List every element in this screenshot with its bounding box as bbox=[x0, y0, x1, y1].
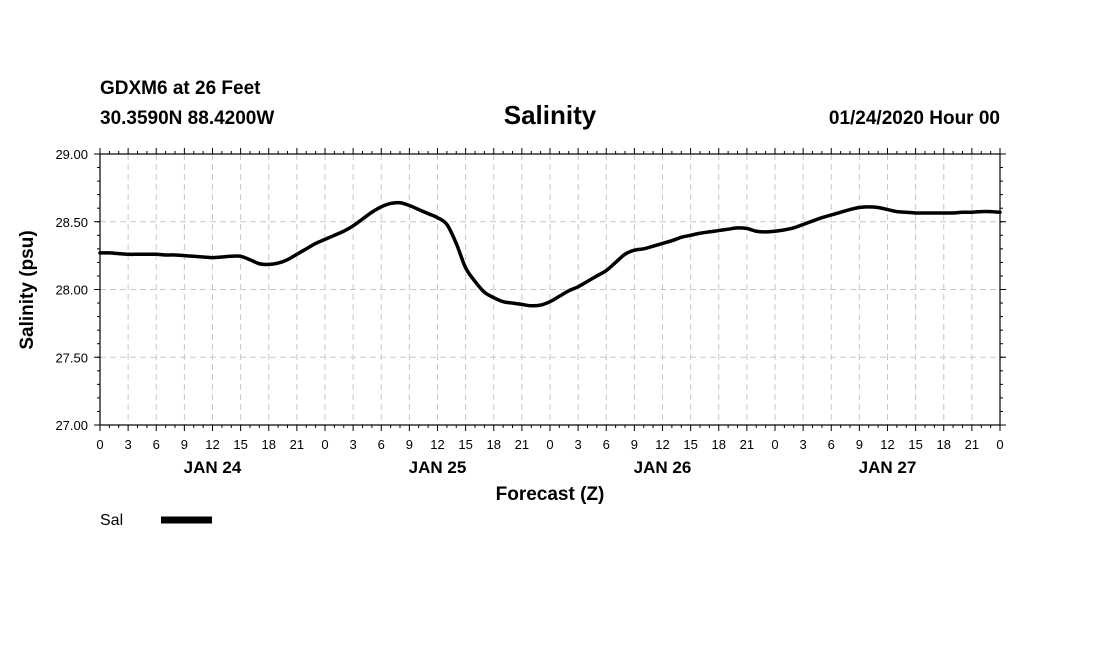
x-tick-label: 21 bbox=[515, 437, 529, 452]
x-tick-label: 3 bbox=[125, 437, 132, 452]
y-tick-label: 27.00 bbox=[55, 418, 88, 433]
x-tick-label: 9 bbox=[406, 437, 413, 452]
x-tick-label: 12 bbox=[880, 437, 894, 452]
legend-label: Sal bbox=[100, 512, 123, 529]
x-tick-label: 0 bbox=[546, 437, 553, 452]
x-tick-label: 21 bbox=[965, 437, 979, 452]
x-tick-label: 12 bbox=[430, 437, 444, 452]
x-tick-label: 6 bbox=[603, 437, 610, 452]
x-tick-labels: 0 3 6 9 12 15 18 21 0 3 6 9 12 15 18 21 0 3 6 9 12 15 18 21 0 3 6 9… bbox=[96, 437, 1003, 452]
x-tick-label: 18 bbox=[262, 437, 276, 452]
x-tick-label: 21 bbox=[290, 437, 304, 452]
y-tick-label: 27.50 bbox=[55, 350, 88, 365]
x-tick-label: 12 bbox=[655, 437, 669, 452]
salinity-series-line bbox=[98, 200, 1002, 308]
x-tick-label: 6 bbox=[153, 437, 160, 452]
axis-ticks bbox=[94, 148, 1006, 431]
x-tick-label: 3 bbox=[350, 437, 357, 452]
x-tick-label: 9 bbox=[856, 437, 863, 452]
x-tick-label: 12 bbox=[205, 437, 219, 452]
x-tick-label: 18 bbox=[487, 437, 501, 452]
x-tick-label: 6 bbox=[378, 437, 385, 452]
x-tick-label: 6 bbox=[828, 437, 835, 452]
x-tick-label: 18 bbox=[937, 437, 951, 452]
station-label: GDXM6 at 26 Feet bbox=[100, 78, 261, 99]
y-tick-label: 29.00 bbox=[55, 147, 88, 162]
x-tick-label: 15 bbox=[683, 437, 697, 452]
x-tick-label: 21 bbox=[740, 437, 754, 452]
x-tick-label: 18 bbox=[712, 437, 726, 452]
x-tick-label: 15 bbox=[908, 437, 922, 452]
chart-title: Salinity bbox=[504, 100, 597, 130]
x-tick-label: 15 bbox=[233, 437, 247, 452]
y-tick-labels: 27.00 27.50 28.00 28.50 29.00 bbox=[55, 147, 88, 433]
x-tick-label: 9 bbox=[631, 437, 638, 452]
day-label: JAN 26 bbox=[634, 458, 692, 477]
x-tick-label: 3 bbox=[575, 437, 582, 452]
coordinates-label: 30.3590N 88.4200W bbox=[100, 108, 274, 129]
x-tick-label: 0 bbox=[321, 437, 328, 452]
x-tick-label: 0 bbox=[771, 437, 778, 452]
y-tick-label: 28.00 bbox=[55, 283, 88, 298]
day-label: JAN 25 bbox=[409, 458, 467, 477]
x-axis-label: Forecast (Z) bbox=[496, 484, 605, 505]
x-tick-label: 9 bbox=[181, 437, 188, 452]
issued-time-label: 01/24/2020 Hour 00 bbox=[829, 108, 1000, 129]
day-labels: JAN 24 JAN 25 JAN 26 JAN 27 bbox=[184, 458, 917, 477]
x-tick-label: 0 bbox=[96, 437, 103, 452]
x-tick-label: 15 bbox=[458, 437, 472, 452]
x-tick-label: 0 bbox=[996, 437, 1003, 452]
day-label: JAN 27 bbox=[859, 458, 917, 477]
day-label: JAN 24 bbox=[184, 458, 242, 477]
y-tick-label: 28.50 bbox=[55, 215, 88, 230]
x-tick-label: 3 bbox=[800, 437, 807, 452]
y-axis-label: Salinity (psu) bbox=[17, 230, 38, 349]
grid-lines bbox=[100, 154, 1000, 425]
